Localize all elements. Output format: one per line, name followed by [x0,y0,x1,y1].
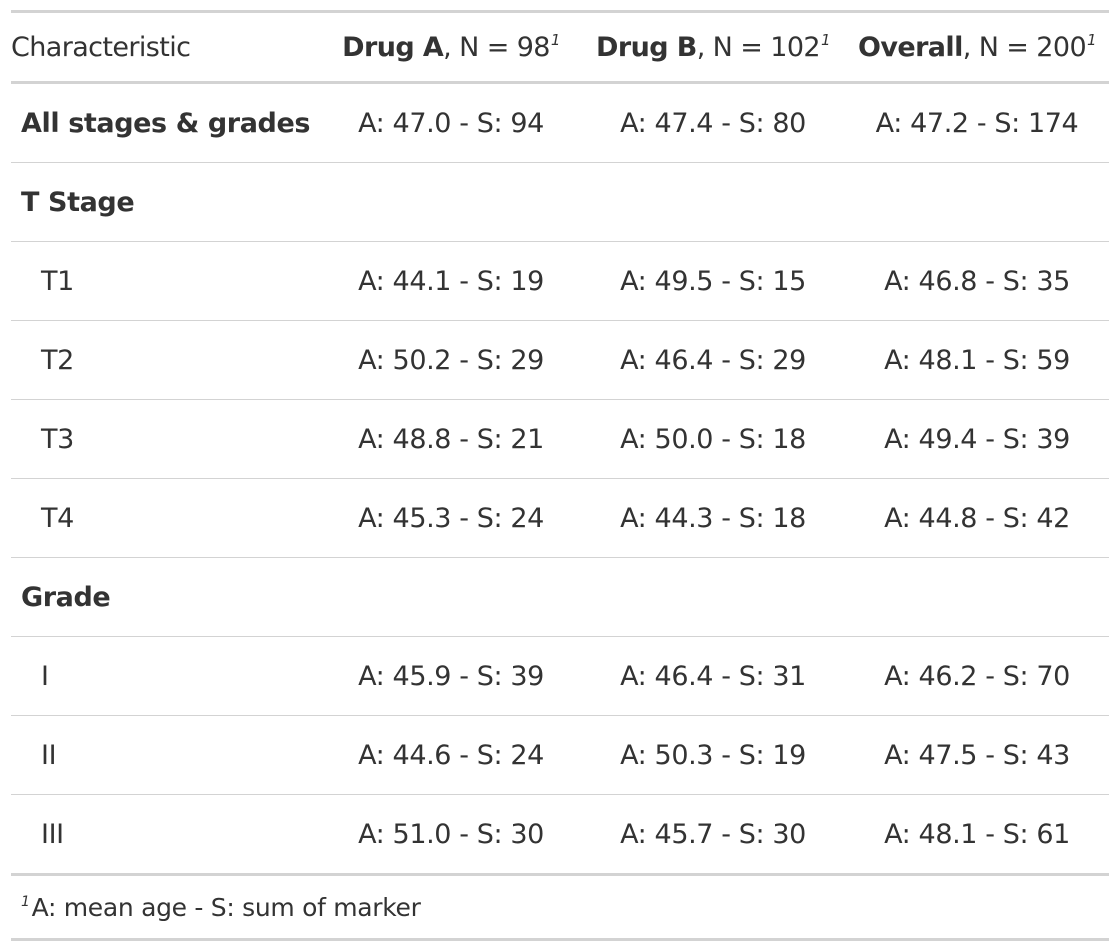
cell-overall: A: 48.1 - S: 61 [845,794,1109,876]
cell-drug-a [321,162,581,242]
cell-drug-b [581,557,845,637]
table-row: I A: 45.9 - S: 39 A: 46.4 - S: 31 A: 46.… [11,636,1109,716]
cell-overall: A: 44.8 - S: 42 [845,478,1109,558]
header-drug-a: Drug A, N = 981 [321,11,581,84]
row-label: I [11,636,321,716]
row-label: T1 [11,241,321,321]
cell-drug-b: A: 47.4 - S: 80 [581,82,845,163]
cell-drug-b: A: 50.0 - S: 18 [581,399,845,479]
table-row: II A: 44.6 - S: 24 A: 50.3 - S: 19 A: 47… [11,715,1109,795]
footnote-mark: 1 [21,893,30,910]
row-label: All stages & grades [11,82,321,163]
cell-drug-a: A: 44.1 - S: 19 [321,241,581,321]
row-group-label: Grade [11,557,321,637]
footnote-text: A: mean age - S: sum of marker [31,892,421,922]
cell-drug-b: A: 45.7 - S: 30 [581,794,845,876]
cell-overall: A: 48.1 - S: 59 [845,320,1109,400]
cell-drug-b: A: 50.3 - S: 19 [581,715,845,795]
table-row: III A: 51.0 - S: 30 A: 45.7 - S: 30 A: 4… [11,794,1109,876]
table-row: All stages & grades A: 47.0 - S: 94 A: 4… [11,82,1109,163]
header-group-name: Drug A [342,31,444,63]
cell-drug-b: A: 49.5 - S: 15 [581,241,845,321]
cell-drug-a: A: 50.2 - S: 29 [321,320,581,400]
cell-overall: A: 47.5 - S: 43 [845,715,1109,795]
cell-drug-a: A: 45.9 - S: 39 [321,636,581,716]
cell-drug-a: A: 51.0 - S: 30 [321,794,581,876]
row-group-label: T Stage [11,162,321,242]
cell-drug-a: A: 47.0 - S: 94 [321,82,581,163]
cell-overall [845,557,1109,637]
table-row: T Stage [11,162,1109,242]
cell-overall: A: 47.2 - S: 174 [845,82,1109,163]
header-overall: Overall, N = 2001 [845,11,1109,84]
summary-table-container: Characteristic Drug A, N = 981 Drug B, N… [11,10,1109,941]
cell-overall: A: 46.2 - S: 70 [845,636,1109,716]
table-row: T4 A: 45.3 - S: 24 A: 44.3 - S: 18 A: 44… [11,478,1109,558]
row-label: T2 [11,320,321,400]
table-row: T2 A: 50.2 - S: 29 A: 46.4 - S: 29 A: 48… [11,320,1109,400]
footnote-mark: 1 [1087,30,1097,49]
cell-drug-b [581,162,845,242]
table-row: T3 A: 48.8 - S: 21 A: 50.0 - S: 18 A: 49… [11,399,1109,479]
cell-overall: A: 49.4 - S: 39 [845,399,1109,479]
cell-overall: A: 46.8 - S: 35 [845,241,1109,321]
header-n: , N = 200 [962,31,1087,63]
table-footnote-row: 1A: mean age - S: sum of marker [11,874,1109,941]
table-row: T1 A: 44.1 - S: 19 A: 49.5 - S: 15 A: 46… [11,241,1109,321]
table-row: Grade [11,557,1109,637]
cell-drug-b: A: 44.3 - S: 18 [581,478,845,558]
header-group-name: Drug B [596,31,697,63]
header-group-name: Overall [858,31,963,63]
header-drug-b: Drug B, N = 1021 [581,11,845,84]
summary-table: Characteristic Drug A, N = 981 Drug B, N… [11,10,1109,941]
table-header-row: Characteristic Drug A, N = 981 Drug B, N… [11,11,1109,84]
cell-drug-a: A: 44.6 - S: 24 [321,715,581,795]
row-label: T3 [11,399,321,479]
cell-drug-a: A: 48.8 - S: 21 [321,399,581,479]
footnote-mark: 1 [821,30,831,49]
row-label: T4 [11,478,321,558]
cell-overall [845,162,1109,242]
row-label: II [11,715,321,795]
table-footnote: 1A: mean age - S: sum of marker [11,874,1109,941]
cell-drug-a [321,557,581,637]
header-n: , N = 102 [696,31,821,63]
row-label: III [11,794,321,876]
header-n: , N = 98 [443,31,550,63]
footnote-mark: 1 [550,30,561,49]
cell-drug-a: A: 45.3 - S: 24 [321,478,581,558]
cell-drug-b: A: 46.4 - S: 31 [581,636,845,716]
header-characteristic: Characteristic [11,11,321,84]
cell-drug-b: A: 46.4 - S: 29 [581,320,845,400]
